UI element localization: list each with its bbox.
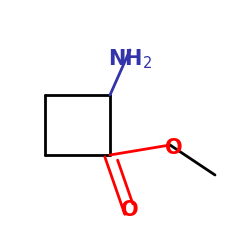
Text: O: O	[165, 138, 182, 158]
Text: NH$_2$: NH$_2$	[108, 48, 152, 71]
Text: O: O	[121, 200, 139, 220]
